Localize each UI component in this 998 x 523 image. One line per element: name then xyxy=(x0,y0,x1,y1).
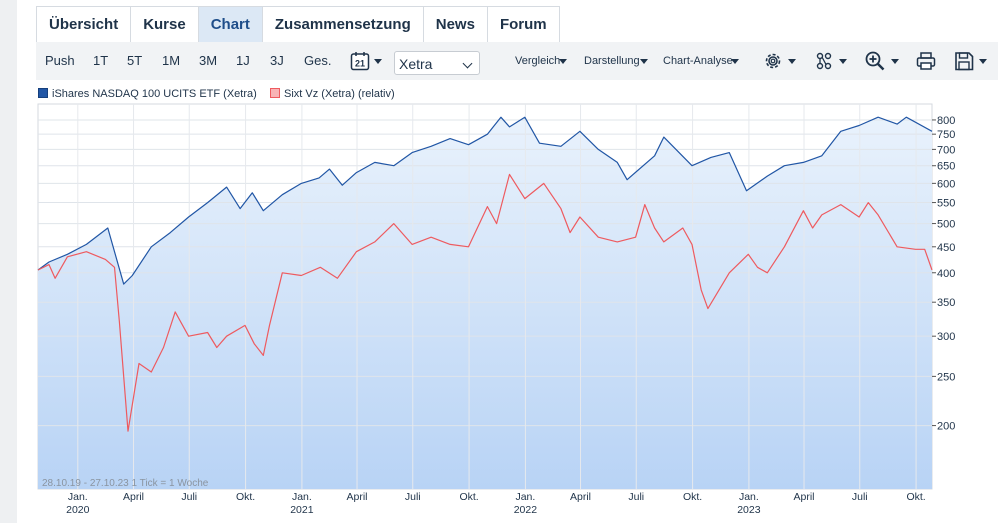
x-tick-label: Okt. xyxy=(459,491,478,503)
print-icon[interactable] xyxy=(915,50,937,72)
chevron-down-icon xyxy=(559,59,567,64)
legend-swatch-secondary xyxy=(270,88,280,98)
range-1j-button[interactable]: 1J xyxy=(236,53,250,68)
x-tick-label: Jan. xyxy=(68,491,88,503)
x-tick-label: April xyxy=(794,491,815,503)
legend-label-primary: iShares NASDAQ 100 UCITS ETF (Xetra) xyxy=(52,88,257,100)
y-tick-label: 550 xyxy=(937,198,955,210)
tab-bar: Übersicht Kurse Chart Zusammensetzung Ne… xyxy=(36,6,560,49)
legend-swatch-primary xyxy=(38,88,48,98)
chevron-down-icon xyxy=(979,59,987,64)
y-tick-label: 800 xyxy=(937,115,955,127)
calendar-day: 21 xyxy=(355,59,365,69)
analysis-label: Chart-Analyse xyxy=(663,55,733,67)
range-3j-button[interactable]: 3J xyxy=(270,53,284,68)
exchange-select[interactable]: Xetra xyxy=(394,51,480,75)
share-network-icon[interactable] xyxy=(813,50,835,72)
y-tick-label: 300 xyxy=(937,331,955,343)
tab-forum[interactable]: Forum xyxy=(499,16,547,33)
y-tick-label: 250 xyxy=(937,371,955,383)
x-tick-label: April xyxy=(347,491,368,503)
range-push-button[interactable]: Push xyxy=(45,53,75,68)
chevron-down-icon xyxy=(788,59,796,64)
y-tick-label: 700 xyxy=(937,144,955,156)
y-tick-label: 450 xyxy=(937,242,955,254)
x-tick-label: Jan. xyxy=(292,491,312,503)
display-label: Darstellung xyxy=(584,55,640,67)
save-icon[interactable] xyxy=(953,50,975,72)
chart-toolbar: Push 1T 5T 1M 3M 1J 3J Ges. 21 Xetra Ver… xyxy=(36,42,998,80)
x-year-label: 2020 xyxy=(66,504,90,516)
range-1m-button[interactable]: 1M xyxy=(162,53,181,68)
y-tick-label: 600 xyxy=(937,178,955,190)
analysis-menu[interactable]: Chart-Analyse xyxy=(663,42,733,80)
x-tick-label: April xyxy=(123,491,144,503)
zoom-icon[interactable] xyxy=(864,50,886,72)
x-tick-label: Jan. xyxy=(515,491,535,503)
chevron-down-icon xyxy=(640,59,648,64)
legend-item-secondary[interactable]: Sixt Vz (Xetra) (relativ) xyxy=(270,87,395,101)
series-line-primary xyxy=(37,116,933,285)
area-fill-primary xyxy=(38,117,932,489)
exchange-value: Xetra xyxy=(399,56,433,72)
gear-icon[interactable] xyxy=(762,50,784,72)
range-1t-button[interactable]: 1T xyxy=(93,53,109,68)
x-tick-label: Juli xyxy=(405,491,421,503)
tab-kurse[interactable]: Kurse xyxy=(131,7,199,43)
x-tick-label: Juli xyxy=(628,491,644,503)
chevron-down-icon[interactable] xyxy=(374,59,382,64)
x-tick-label: Juli xyxy=(181,491,197,503)
y-tick-label: 350 xyxy=(937,297,955,309)
range-5t-button[interactable]: 5T xyxy=(127,53,143,68)
x-tick-label: Okt. xyxy=(683,491,702,503)
chevron-down-icon xyxy=(891,59,899,64)
chevron-down-icon xyxy=(731,59,739,64)
chart-footnote: 28.10.19 - 27.10.23 1 Tick = 1 Woche xyxy=(42,478,209,489)
legend-label-secondary: Sixt Vz (Xetra) (relativ) xyxy=(284,88,395,100)
range-3m-button[interactable]: 3M xyxy=(199,53,218,68)
tab-zusammensetzung[interactable]: Zusammensetzung xyxy=(263,7,424,43)
x-tick-label: Okt. xyxy=(906,491,925,503)
tab-chart[interactable]: Chart xyxy=(198,7,263,49)
display-menu[interactable]: Darstellung xyxy=(584,42,640,80)
y-tick-label: 650 xyxy=(937,161,955,173)
x-tick-label: Juli xyxy=(852,491,868,503)
calendar-icon[interactable]: 21 xyxy=(350,51,370,71)
y-tick-label: 500 xyxy=(937,219,955,231)
range-ges-button[interactable]: Ges. xyxy=(304,53,332,68)
compare-label: Vergleich xyxy=(515,55,561,67)
x-tick-label: April xyxy=(570,491,591,503)
y-tick-label: 200 xyxy=(937,421,955,433)
x-year-label: 2023 xyxy=(737,504,761,516)
x-tick-label: Jan. xyxy=(739,491,759,503)
y-tick-label: 750 xyxy=(937,129,955,141)
series-line-secondary xyxy=(37,173,933,432)
tab-uebersicht[interactable]: Übersicht xyxy=(37,7,132,43)
y-tick-label: 400 xyxy=(937,268,955,280)
compare-menu[interactable]: Vergleich xyxy=(515,42,560,80)
x-year-label: 2021 xyxy=(290,504,314,516)
chevron-down-icon xyxy=(839,59,847,64)
x-tick-label: Okt. xyxy=(236,491,255,503)
legend-item-primary[interactable]: iShares NASDAQ 100 UCITS ETF (Xetra) xyxy=(38,87,257,101)
tab-news[interactable]: News xyxy=(424,7,488,43)
x-year-label: 2022 xyxy=(514,504,538,516)
